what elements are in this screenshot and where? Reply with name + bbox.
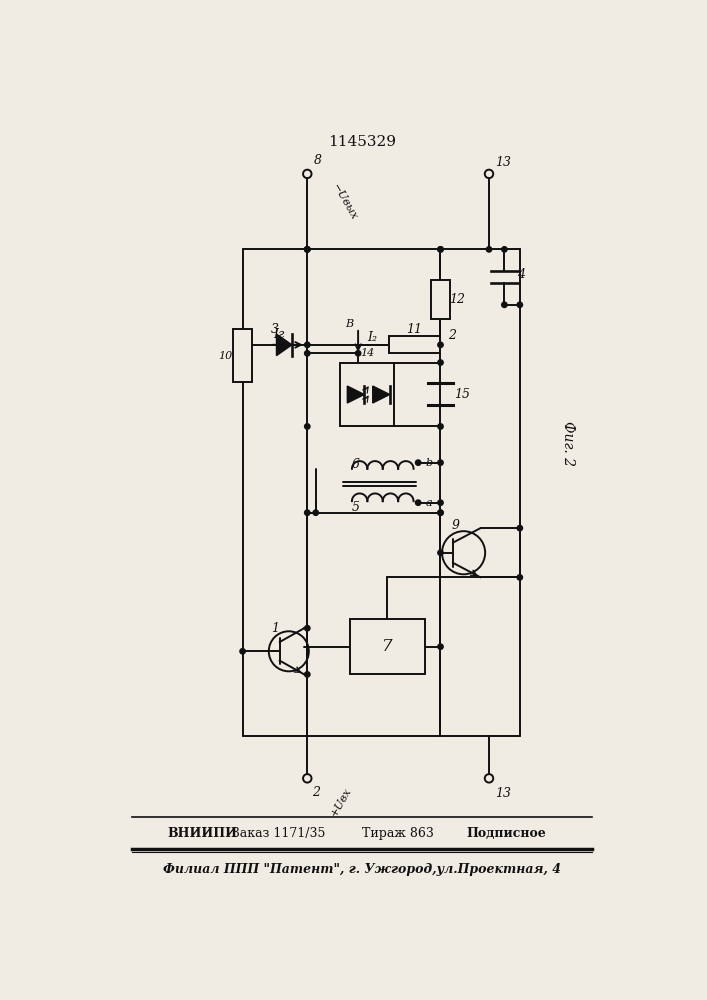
Circle shape	[438, 342, 443, 348]
Text: 12: 12	[450, 293, 465, 306]
Circle shape	[517, 302, 522, 307]
Text: a: a	[426, 498, 432, 508]
Text: B: B	[345, 319, 353, 329]
Circle shape	[356, 351, 361, 356]
Text: 5: 5	[352, 501, 360, 514]
Text: 2: 2	[312, 786, 320, 799]
Polygon shape	[347, 386, 364, 403]
Text: Филиал ППП "Патент", г. Ужгород,ул.Проектная, 4: Филиал ППП "Патент", г. Ужгород,ул.Проек…	[163, 863, 561, 876]
Circle shape	[240, 649, 245, 654]
Text: 4: 4	[518, 268, 525, 281]
Circle shape	[438, 550, 443, 555]
Text: 8: 8	[314, 154, 322, 167]
Text: 13: 13	[495, 156, 511, 169]
Circle shape	[416, 500, 421, 505]
Circle shape	[438, 644, 443, 649]
Bar	[340, 363, 395, 426]
Circle shape	[438, 424, 443, 429]
Text: b: b	[426, 458, 433, 468]
Text: Iг: Iг	[273, 328, 284, 341]
Circle shape	[486, 247, 491, 252]
Text: I₂: I₂	[367, 331, 377, 344]
Polygon shape	[373, 386, 390, 403]
Text: 10: 10	[218, 351, 233, 361]
Text: 15: 15	[454, 388, 470, 401]
Circle shape	[305, 351, 310, 356]
Polygon shape	[276, 334, 292, 356]
Bar	[389, 336, 440, 353]
Text: 1145329: 1145329	[328, 135, 396, 149]
Circle shape	[416, 460, 421, 465]
Circle shape	[305, 672, 310, 677]
Circle shape	[438, 247, 443, 252]
Text: 14: 14	[361, 348, 375, 358]
Circle shape	[305, 342, 310, 348]
Circle shape	[438, 500, 443, 505]
Bar	[351, 619, 425, 674]
Text: 13: 13	[495, 787, 511, 800]
Text: ВНИИПИ: ВНИИПИ	[167, 827, 237, 840]
Text: 2: 2	[448, 329, 456, 342]
Circle shape	[438, 510, 443, 515]
Circle shape	[305, 626, 310, 631]
Circle shape	[305, 424, 310, 429]
Circle shape	[305, 247, 310, 252]
Circle shape	[438, 360, 443, 365]
Circle shape	[502, 302, 507, 307]
Circle shape	[438, 247, 443, 252]
Text: +Uвх: +Uвх	[329, 786, 354, 818]
Circle shape	[517, 575, 522, 580]
Circle shape	[305, 510, 310, 515]
Bar	[431, 280, 450, 319]
Circle shape	[438, 510, 443, 515]
Text: 6: 6	[352, 458, 360, 471]
Text: −Uвых: −Uвых	[330, 182, 359, 222]
Circle shape	[438, 460, 443, 465]
Text: 3: 3	[271, 323, 279, 336]
Text: Заказ 1171/35: Заказ 1171/35	[232, 827, 325, 840]
Text: Подписное: Подписное	[466, 827, 546, 840]
Text: Фиг. 2: Фиг. 2	[561, 421, 575, 466]
Text: 11: 11	[407, 323, 422, 336]
Bar	[233, 329, 252, 382]
Circle shape	[305, 247, 310, 252]
Text: 9: 9	[452, 519, 460, 532]
Text: 7: 7	[382, 638, 392, 655]
Circle shape	[517, 525, 522, 531]
Circle shape	[305, 247, 310, 252]
Text: 1: 1	[271, 622, 279, 635]
Text: Тираж 863: Тираж 863	[362, 827, 434, 840]
Circle shape	[313, 510, 318, 515]
Circle shape	[502, 247, 507, 252]
